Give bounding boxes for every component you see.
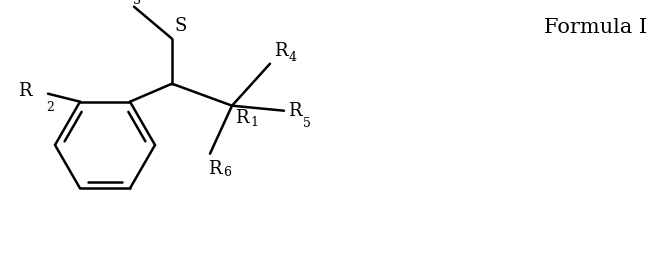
Text: 4: 4 bbox=[289, 51, 297, 64]
Text: 6: 6 bbox=[223, 166, 231, 179]
Text: R: R bbox=[107, 0, 120, 1]
Text: 1: 1 bbox=[250, 116, 258, 129]
Text: R: R bbox=[288, 102, 301, 120]
Text: R: R bbox=[235, 109, 249, 127]
Text: 3: 3 bbox=[133, 0, 141, 7]
Text: R: R bbox=[208, 160, 221, 178]
Text: R: R bbox=[274, 42, 287, 60]
Text: 2: 2 bbox=[46, 101, 54, 114]
Text: S: S bbox=[175, 17, 187, 35]
Text: Formula I: Formula I bbox=[544, 18, 647, 37]
Text: R: R bbox=[19, 82, 32, 100]
Text: 5: 5 bbox=[303, 117, 311, 130]
